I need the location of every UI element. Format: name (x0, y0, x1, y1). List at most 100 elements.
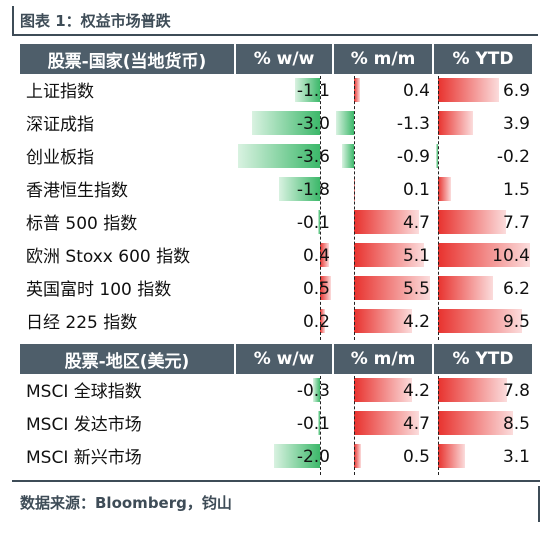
column-header-mom: % m/m (334, 44, 432, 74)
bar-ytd (438, 411, 514, 435)
title-rule (12, 34, 538, 36)
bar-mom (354, 78, 360, 102)
bar-ytd (438, 177, 452, 201)
value-ytd: 3.9 (502, 114, 530, 134)
bar-wow (279, 177, 320, 201)
bar-wow (313, 378, 320, 402)
chart-title: 图表 1：权益市场普跌 (20, 12, 171, 30)
bar-ytd (438, 243, 530, 267)
zero-axis-wow (320, 376, 321, 475)
row-label: 欧洲 Stoxx 600 指数 (26, 247, 191, 267)
bar-wow (294, 78, 320, 102)
cell-mom: 0.1 (334, 175, 432, 201)
bar-wow (317, 210, 320, 234)
value-wow: -0.3 (296, 381, 330, 401)
cell-wow: -0.1 (236, 409, 332, 435)
title-bar: 图表 1：权益市场普跌 (12, 6, 540, 36)
bar-wow (274, 444, 320, 468)
bar-mom (354, 411, 419, 435)
column-header-ytd: % YTD (434, 44, 532, 74)
cell-mom: -1.3 (334, 109, 432, 135)
value-mom: 0.1 (402, 180, 430, 200)
section-header: 股票-地区(美元) (20, 344, 234, 374)
value-wow: -1.8 (296, 180, 330, 200)
cell-ytd: 3.9 (434, 109, 532, 135)
cell-ytd: -0.2 (434, 142, 532, 168)
bar-ytd (438, 111, 473, 135)
bar-mom (354, 243, 425, 267)
value-wow: -3.6 (296, 147, 330, 167)
value-wow: 0.5 (302, 279, 330, 299)
cell-mom: 5.1 (334, 241, 432, 267)
bar-wow (320, 243, 330, 267)
value-mom: 4.7 (402, 414, 430, 434)
value-wow: -0.1 (296, 414, 330, 434)
value-ytd: 7.7 (502, 213, 530, 233)
bar-mom (341, 144, 354, 168)
cell-mom: 0.5 (334, 442, 432, 468)
row-label: MSCI 全球指数 (26, 382, 142, 402)
cell-mom: 0.4 (334, 76, 432, 102)
value-wow: -0.1 (296, 213, 330, 233)
row-label: 英国富时 100 指数 (26, 280, 172, 300)
value-ytd: 6.2 (502, 279, 530, 299)
cell-mom: 4.2 (334, 307, 432, 333)
cell-wow: 0.5 (236, 274, 332, 300)
bar-wow (317, 411, 320, 435)
value-mom: 4.2 (402, 312, 430, 332)
row-label: 深证成指 (26, 115, 94, 135)
value-ytd: 8.5 (502, 414, 530, 434)
bar-wow (238, 144, 320, 168)
title-accent (12, 6, 14, 36)
bar-mom (354, 210, 419, 234)
cell-ytd: 1.5 (434, 175, 532, 201)
zero-axis-mom (354, 76, 355, 340)
column-header-ytd: % YTD (434, 344, 532, 374)
cell-ytd: 3.1 (434, 442, 532, 468)
cell-ytd: 7.7 (434, 208, 532, 234)
section-header: 股票-国家(当地货币) (20, 44, 234, 74)
value-mom: -1.3 (396, 114, 430, 134)
cell-ytd: 6.9 (434, 76, 532, 102)
value-wow: -3.0 (296, 114, 330, 134)
bar-ytd (438, 444, 466, 468)
value-mom: 0.5 (402, 447, 430, 467)
value-mom: 5.5 (402, 279, 430, 299)
bar-ytd (438, 276, 493, 300)
bar-ytd (438, 309, 523, 333)
footer-rule (12, 480, 540, 482)
cell-mom: 4.7 (334, 409, 432, 435)
value-wow: -2.0 (296, 447, 330, 467)
value-ytd: 9.5 (502, 312, 530, 332)
bar-wow (320, 309, 325, 333)
bar-wow (320, 276, 332, 300)
cell-mom: -0.9 (334, 142, 432, 168)
cell-mom: 5.5 (334, 274, 432, 300)
cell-ytd: 9.5 (434, 307, 532, 333)
bar-mom (354, 444, 361, 468)
value-mom: 0.4 (402, 81, 430, 101)
column-header-wow: % w/w (236, 44, 332, 74)
source-note: 数据来源：Bloomberg，钧山 (20, 494, 232, 512)
footer-accent (538, 486, 540, 522)
row-label: MSCI 发达市场 (26, 415, 142, 435)
row-label: 香港恒生指数 (26, 181, 128, 201)
bar-mom (354, 309, 413, 333)
cell-ytd: 6.2 (434, 274, 532, 300)
cell-wow: 0.2 (236, 307, 332, 333)
cell-wow: -1.8 (236, 175, 332, 201)
cell-wow: -0.3 (236, 376, 332, 402)
value-wow: 0.4 (302, 246, 330, 266)
column-header-wow: % w/w (236, 344, 332, 374)
value-ytd: 3.1 (502, 447, 530, 467)
row-label: MSCI 新兴市场 (26, 448, 142, 468)
bar-mom (336, 111, 354, 135)
bar-ytd (438, 378, 507, 402)
value-ytd: 1.5 (502, 180, 530, 200)
value-mom: 4.7 (402, 213, 430, 233)
cell-wow: -2.0 (236, 442, 332, 468)
cell-wow: -1.1 (236, 76, 332, 102)
value-ytd: 10.4 (492, 246, 530, 266)
bar-wow (251, 111, 320, 135)
cell-wow: 0.4 (236, 241, 332, 267)
